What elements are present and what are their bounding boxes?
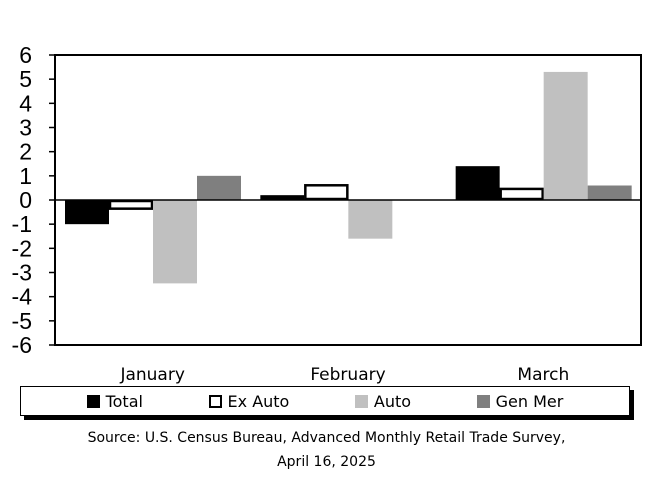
legend-label: Total [105, 391, 143, 411]
legend-swatch [208, 394, 222, 408]
y-tick-label: -5 [12, 308, 32, 334]
y-tick-label: -1 [12, 211, 32, 237]
y-tick-label: 2 [19, 139, 32, 165]
bar-ex-auto-january [108, 199, 154, 210]
legend-item: Total [86, 391, 143, 411]
bar-total-january [65, 200, 109, 225]
bar-total-february [260, 195, 305, 200]
legend-swatch [354, 394, 368, 408]
legend-label: Ex Auto [227, 391, 290, 411]
y-tick-label: -3 [12, 260, 32, 286]
y-tick-label: -2 [12, 235, 32, 261]
y-tick-label: -6 [12, 332, 32, 358]
x-category-label: February [310, 365, 385, 385]
y-tick-label: 1 [19, 163, 32, 189]
bar-total-march [455, 166, 500, 200]
y-tick-label: 4 [19, 90, 32, 116]
bar-auto-february [348, 200, 393, 239]
y-tick-label: 5 [19, 66, 32, 92]
bar-gen-mer-march [587, 185, 632, 200]
y-tick-label: 3 [19, 115, 32, 141]
source-line-1: Source: U.S. Census Bureau, Advanced Mon… [87, 430, 566, 446]
x-category-label: January [119, 365, 184, 385]
y-tick-label: -4 [12, 284, 33, 310]
legend-swatch [86, 394, 100, 408]
legend-item: Gen Mer [476, 391, 564, 411]
source-line-2: April 16, 2025 [277, 454, 376, 470]
y-tick-label: 6 [19, 42, 32, 68]
x-category-label: March [517, 365, 569, 385]
bar-ex-auto-march [499, 187, 544, 201]
legend-item: Ex Auto [208, 391, 290, 411]
legend: Total Ex Auto Auto Gen Mer [20, 386, 630, 416]
legend-item: Auto [354, 391, 412, 411]
bar-gen-mer-january [197, 175, 241, 200]
source-note: Source: U.S. Census Bureau, Advanced Mon… [0, 426, 653, 474]
bar-auto-january [153, 200, 197, 284]
legend-label: Gen Mer [495, 391, 564, 411]
legend-label: Auto [373, 391, 412, 411]
y-tick-label: 0 [19, 187, 32, 213]
bar-auto-march [543, 71, 588, 201]
bar-ex-auto-february [304, 184, 349, 201]
legend-swatch [476, 394, 490, 408]
